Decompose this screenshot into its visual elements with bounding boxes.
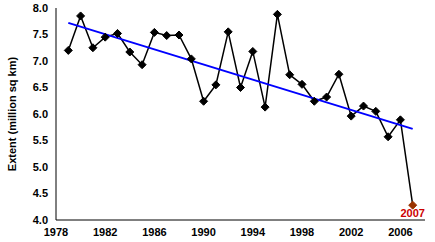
svg-text:8.0: 8.0 [33, 2, 48, 14]
svg-text:4.0: 4.0 [33, 214, 48, 226]
svg-text:2006: 2006 [388, 226, 412, 238]
svg-text:2002: 2002 [339, 226, 363, 238]
svg-text:4.5: 4.5 [33, 187, 48, 199]
svg-text:2007: 2007 [400, 207, 424, 219]
svg-text:Extent (million sq km): Extent (million sq km) [8, 57, 18, 172]
svg-text:5.0: 5.0 [33, 161, 48, 173]
svg-text:7.5: 7.5 [33, 28, 48, 40]
svg-text:6.0: 6.0 [33, 108, 48, 120]
svg-text:6.5: 6.5 [33, 81, 48, 93]
svg-text:5.5: 5.5 [33, 134, 48, 146]
svg-text:1998: 1998 [290, 226, 314, 238]
svg-text:1994: 1994 [241, 226, 266, 238]
svg-text:1978: 1978 [44, 226, 68, 238]
svg-text:1982: 1982 [93, 226, 117, 238]
svg-text:7.0: 7.0 [33, 55, 48, 67]
svg-text:1990: 1990 [191, 226, 215, 238]
svg-text:1986: 1986 [142, 226, 166, 238]
